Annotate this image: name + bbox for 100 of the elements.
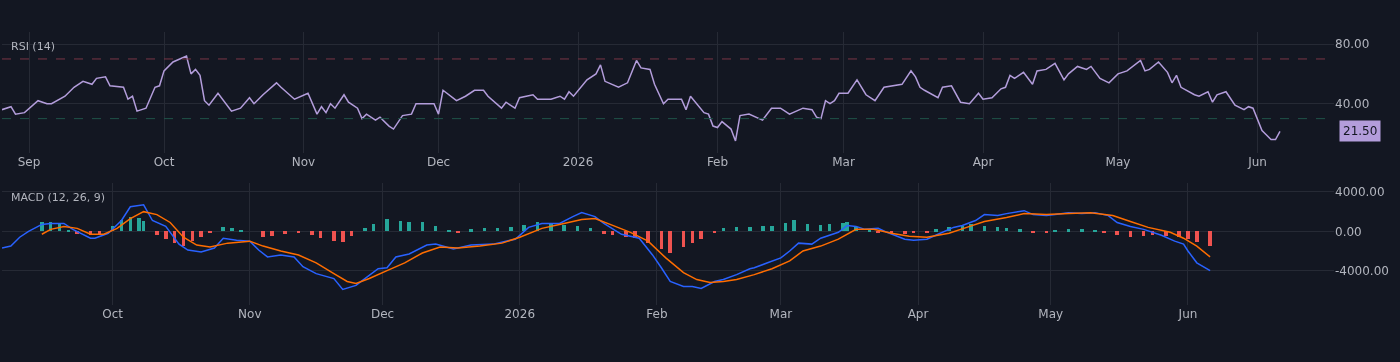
bar bbox=[98, 231, 101, 235]
y-tick-label: -4000.00 bbox=[1335, 263, 1389, 278]
x-tick-label: Oct bbox=[153, 154, 175, 169]
bar bbox=[819, 225, 822, 232]
bar bbox=[1208, 231, 1212, 247]
bar bbox=[363, 228, 367, 232]
bar bbox=[155, 231, 159, 236]
bar bbox=[562, 225, 566, 232]
bar bbox=[483, 228, 486, 232]
bar bbox=[925, 231, 929, 234]
bar bbox=[1080, 229, 1084, 233]
bar bbox=[589, 228, 592, 232]
bar bbox=[1018, 229, 1022, 233]
x-tick-label: Apr bbox=[972, 154, 994, 169]
line-series bbox=[2, 55, 1281, 142]
bar bbox=[319, 231, 322, 239]
bar bbox=[1053, 230, 1057, 233]
bar bbox=[770, 226, 774, 232]
bar bbox=[713, 231, 716, 234]
y-tick-label: 40.00 bbox=[1335, 96, 1370, 111]
x-tick-label: Nov bbox=[291, 154, 316, 169]
bar bbox=[297, 231, 300, 234]
bar bbox=[137, 218, 141, 232]
bar bbox=[983, 226, 986, 232]
bar bbox=[421, 222, 424, 232]
bar bbox=[456, 231, 460, 234]
bar bbox=[447, 230, 451, 233]
bar bbox=[310, 231, 314, 236]
bar bbox=[996, 227, 999, 232]
y-tick-label: 0.00 bbox=[1335, 224, 1362, 239]
bar bbox=[350, 231, 353, 237]
bar bbox=[735, 227, 738, 232]
bar bbox=[434, 226, 437, 232]
bar bbox=[67, 230, 70, 233]
x-tick-label: Sep bbox=[17, 154, 41, 169]
bar bbox=[903, 231, 907, 235]
bar bbox=[806, 224, 809, 232]
bar bbox=[509, 227, 513, 232]
bar bbox=[1142, 231, 1145, 237]
bar bbox=[1102, 231, 1106, 234]
y-tick-label: 80.00 bbox=[1335, 37, 1370, 52]
bar bbox=[722, 228, 725, 232]
bar bbox=[283, 231, 287, 235]
bar bbox=[469, 229, 473, 233]
bar bbox=[407, 222, 411, 232]
x-tick-label: May bbox=[1105, 154, 1131, 169]
bar bbox=[868, 230, 871, 233]
text: RSI (14) bbox=[11, 40, 55, 53]
bar bbox=[784, 223, 787, 232]
x-tick-label: Dec bbox=[426, 154, 451, 169]
bar bbox=[239, 230, 243, 233]
bar bbox=[221, 227, 225, 232]
bar bbox=[164, 231, 168, 240]
bar bbox=[1129, 231, 1132, 238]
bar bbox=[761, 226, 765, 232]
bar bbox=[1186, 231, 1190, 240]
x-tick-label: Jun bbox=[1247, 154, 1267, 169]
bar bbox=[828, 224, 831, 232]
bar bbox=[372, 224, 375, 232]
x-tick-label: Mar bbox=[832, 154, 855, 169]
bar bbox=[748, 227, 752, 232]
x-tick-label: 2026 bbox=[504, 307, 536, 322]
text: 21.50 bbox=[1343, 124, 1378, 138]
bar bbox=[576, 226, 579, 232]
bar bbox=[668, 231, 672, 254]
bar bbox=[1067, 229, 1070, 233]
bar bbox=[1031, 231, 1035, 234]
x-tick-label: Oct bbox=[102, 307, 124, 322]
text: MACD (12, 26, 9) bbox=[11, 191, 106, 204]
bar bbox=[1005, 228, 1008, 232]
x-tick-label: 2026 bbox=[562, 154, 594, 169]
bar bbox=[261, 231, 265, 238]
x-tick-label: Jun bbox=[1177, 307, 1198, 322]
x-tick-label: Dec bbox=[370, 307, 395, 322]
bar bbox=[1093, 230, 1097, 233]
x-tick-label: Apr bbox=[907, 307, 929, 322]
x-tick-label: Feb bbox=[646, 307, 668, 322]
bar bbox=[496, 228, 499, 232]
x-tick-label: May bbox=[1038, 307, 1064, 322]
bar bbox=[611, 231, 614, 236]
bar bbox=[1045, 231, 1048, 234]
bar bbox=[1195, 231, 1199, 243]
bar bbox=[341, 231, 345, 243]
bar bbox=[660, 231, 663, 250]
bar bbox=[230, 228, 234, 232]
bar bbox=[1115, 231, 1119, 236]
bar bbox=[934, 229, 938, 233]
bar bbox=[691, 231, 694, 244]
x-tick-label: Feb bbox=[706, 154, 729, 169]
x-tick-label: Mar bbox=[769, 307, 793, 322]
bar bbox=[912, 231, 915, 234]
bar bbox=[191, 231, 194, 242]
y-tick-label: 4000.00 bbox=[1335, 185, 1385, 200]
bar bbox=[602, 231, 606, 235]
bar bbox=[270, 231, 274, 237]
x-tick-label: Nov bbox=[238, 307, 262, 322]
line-series bbox=[41, 210, 1211, 285]
bar bbox=[208, 231, 212, 234]
bar bbox=[332, 231, 336, 242]
bar bbox=[792, 220, 796, 232]
